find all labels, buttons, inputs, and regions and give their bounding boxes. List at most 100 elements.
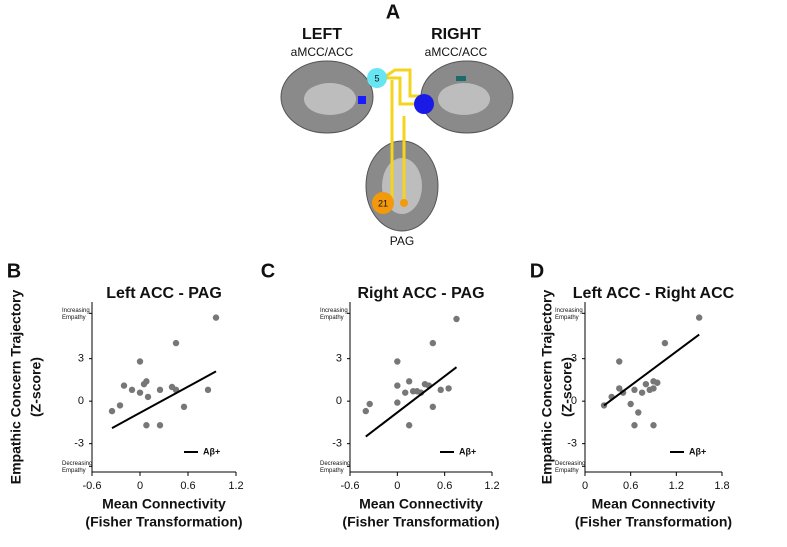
x-axis-label: Mean Connectivity [102, 496, 226, 512]
point [143, 422, 150, 429]
region-highlight [358, 96, 366, 104]
point [136, 358, 144, 365]
point [654, 379, 661, 386]
point [616, 385, 623, 392]
y-tick-label: Decreasing Empathy [555, 460, 585, 473]
connection [382, 68, 424, 98]
point [642, 380, 650, 388]
point [116, 402, 124, 409]
x-tick-label: 0 [582, 480, 588, 492]
point [180, 403, 188, 411]
x-tick-label: 0.6 [623, 480, 638, 492]
legend-label: Aβ+ [459, 446, 476, 456]
x-axis-label: (Fisher Transformation) [575, 514, 732, 530]
x-tick-label: 1.8 [714, 480, 729, 492]
point [445, 385, 452, 392]
point [143, 378, 150, 385]
point [627, 400, 634, 408]
region-label: aMCC/ACC [425, 45, 488, 59]
legend-label: Aβ+ [203, 446, 220, 456]
point [120, 382, 128, 389]
region-label: aMCC/ACC [291, 45, 354, 59]
x-tick-label: -0.6 [83, 480, 102, 492]
y-tick-label: Increasing Empathy [320, 307, 348, 320]
point [616, 358, 623, 365]
point [366, 400, 373, 408]
point [212, 314, 220, 321]
node [400, 199, 408, 207]
y-tick-label: 3 [78, 353, 84, 365]
x-tick-label: 1.2 [669, 480, 684, 492]
point [650, 422, 657, 429]
x-axis-label: Mean Connectivity [359, 496, 483, 512]
trend-line [365, 366, 458, 438]
node-label: 5 [374, 73, 379, 83]
panel-label: B [7, 260, 21, 282]
chart-title: Left ACC - Right ACC [573, 285, 735, 302]
point [453, 315, 460, 323]
connection [377, 76, 424, 106]
point [650, 385, 657, 392]
point [204, 386, 212, 394]
x-tick-label: 0.6 [180, 480, 195, 492]
region-label: PAG [390, 234, 414, 248]
y-tick-label: 3 [571, 353, 577, 365]
y-axis-label: (Z-score) [28, 357, 44, 417]
y-tick-label: Decreasing Empathy [62, 460, 92, 473]
brain-detail [304, 83, 356, 115]
point [172, 339, 180, 347]
y-axis-label: (Z-score) [559, 357, 575, 417]
x-tick-label: 1.2 [484, 480, 499, 492]
point [394, 358, 401, 365]
point [437, 386, 444, 394]
hemisphere-title: RIGHT [431, 26, 481, 43]
y-tick-label: 0 [336, 395, 342, 407]
point [156, 386, 164, 394]
y-tick-label: -3 [332, 438, 342, 450]
x-axis-label: (Fisher Transformation) [85, 514, 242, 530]
chart-title: Left ACC - PAG [106, 285, 222, 302]
point [631, 422, 638, 429]
point [362, 407, 369, 415]
y-tick-label: 0 [571, 395, 577, 407]
node [372, 192, 394, 214]
node [367, 68, 387, 88]
panel-label: D [530, 260, 544, 282]
x-tick-label: 0.6 [437, 480, 452, 492]
node [414, 94, 434, 114]
point [108, 407, 116, 415]
y-tick-label: 0 [78, 395, 84, 407]
point [136, 389, 144, 396]
x-tick-label: 0 [394, 480, 400, 492]
y-tick-label: 3 [336, 353, 342, 365]
brain-detail [438, 83, 490, 115]
y-tick-label: Increasing Empathy [555, 307, 583, 320]
x-tick-label: 1.2 [228, 480, 243, 492]
trend-line [603, 333, 700, 407]
point [402, 389, 409, 396]
point [394, 382, 401, 389]
point [405, 422, 413, 429]
point [394, 399, 401, 406]
hemisphere-title: LEFT [302, 26, 342, 43]
x-axis-label: Mean Connectivity [592, 496, 716, 512]
point [638, 389, 646, 396]
y-axis-label: Empathic Concern Trajectory [539, 290, 555, 485]
y-tick-label: Increasing Empathy [62, 307, 90, 320]
x-tick-label: 0 [137, 480, 143, 492]
node-label: 21 [378, 198, 388, 208]
point [631, 386, 638, 394]
chart-title: Right ACC - PAG [357, 285, 484, 302]
y-tick-label: Decreasing Empathy [320, 460, 350, 473]
brain-images [280, 60, 514, 232]
point [429, 339, 437, 347]
point [128, 386, 136, 394]
panel-label: C [261, 260, 275, 282]
y-tick-label: -3 [567, 438, 577, 450]
point [144, 393, 152, 401]
legend-label: Aβ+ [689, 446, 706, 456]
point [695, 314, 703, 321]
point [156, 422, 164, 429]
y-tick-label: -3 [74, 438, 84, 450]
